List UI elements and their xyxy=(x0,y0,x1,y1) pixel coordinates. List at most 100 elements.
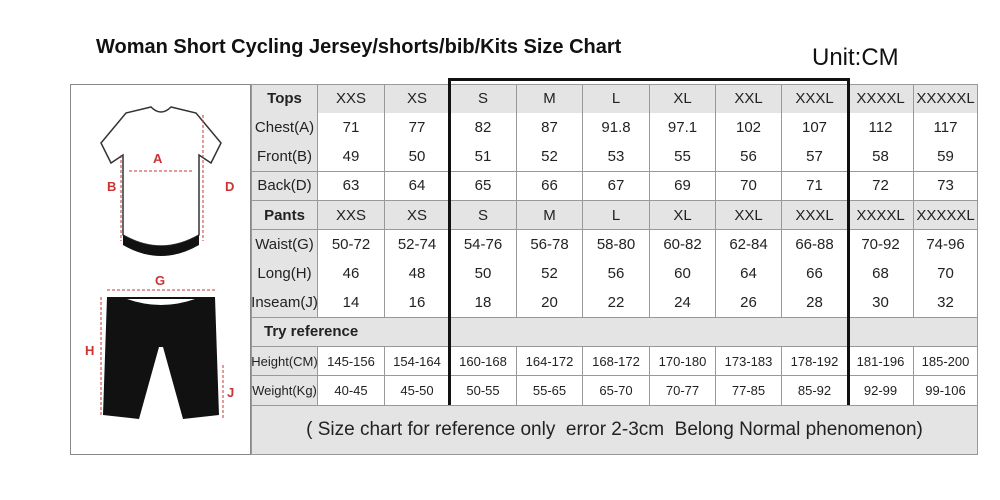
cell: 77-85 xyxy=(716,376,782,406)
cell: 160-168 xyxy=(450,346,517,377)
cell: 65-70 xyxy=(583,376,650,406)
cell: 18 xyxy=(450,288,517,319)
cell: 59 xyxy=(914,142,978,173)
shorts-waist xyxy=(127,299,195,305)
cell: 73 xyxy=(914,171,978,202)
jersey-hem xyxy=(123,235,199,256)
cell: 74-96 xyxy=(914,230,978,260)
cell: 97.1 xyxy=(650,113,716,143)
row-label: Inseam(J) xyxy=(251,288,318,319)
row-label: Long(H) xyxy=(251,259,318,289)
cell: 170-180 xyxy=(650,346,716,377)
cell: 181-196 xyxy=(848,346,914,377)
cell: 26 xyxy=(716,288,782,319)
cell: 82 xyxy=(450,113,517,143)
cell: 66-88 xyxy=(782,230,848,260)
cell: 77 xyxy=(385,113,450,143)
cell: S xyxy=(450,84,517,114)
cell: 85-92 xyxy=(782,376,848,406)
cell: 54-76 xyxy=(450,230,517,260)
cell: 50-72 xyxy=(318,230,385,260)
cell: 65 xyxy=(450,171,517,202)
cell: XS xyxy=(385,200,450,231)
cell: 64 xyxy=(716,259,782,289)
cell: 50-55 xyxy=(450,376,517,406)
cell: 178-192 xyxy=(782,346,848,377)
cell: 70-92 xyxy=(848,230,914,260)
cell: 48 xyxy=(385,259,450,289)
cell: 58 xyxy=(848,142,914,173)
cell: XXXXXL xyxy=(914,200,978,231)
diagram-label: D xyxy=(225,179,234,194)
cell: XXS xyxy=(318,200,385,231)
cell: 68 xyxy=(848,259,914,289)
cell: 64 xyxy=(385,171,450,202)
cell: XXXXL xyxy=(848,200,914,231)
cell: 22 xyxy=(583,288,650,319)
cell: 154-164 xyxy=(385,346,450,377)
diagram-label: A xyxy=(153,151,163,166)
cell: 102 xyxy=(716,113,782,143)
cell: 91.8 xyxy=(583,113,650,143)
cell: 28 xyxy=(782,288,848,319)
cell: 70-77 xyxy=(650,376,716,406)
row-label: Front(B) xyxy=(251,142,318,173)
cell: 40-45 xyxy=(318,376,385,406)
cell: 66 xyxy=(517,171,583,202)
row-label: Pants xyxy=(251,200,318,231)
cell: 56 xyxy=(716,142,782,173)
cell: 87 xyxy=(517,113,583,143)
cell: XL xyxy=(650,84,716,114)
row-label: Weight(Kg) xyxy=(251,376,318,406)
diagram-panel: A B D G H J xyxy=(70,84,251,455)
cell: 46 xyxy=(318,259,385,289)
cell: 164-172 xyxy=(517,346,583,377)
row-label: Back(D) xyxy=(251,171,318,202)
row-label: Waist(G) xyxy=(251,230,318,260)
note: ( Size chart for reference only error 2-… xyxy=(251,405,978,455)
cell: 55-65 xyxy=(517,376,583,406)
diagram-label: H xyxy=(85,343,94,358)
cell: 14 xyxy=(318,288,385,319)
cell: 71 xyxy=(782,171,848,202)
cell: XXL xyxy=(716,200,782,231)
cell: XS xyxy=(385,84,450,114)
cell: 24 xyxy=(650,288,716,319)
cell: 51 xyxy=(450,142,517,173)
cell: 112 xyxy=(848,113,914,143)
cell: XXXXL xyxy=(848,84,914,114)
cell: 92-99 xyxy=(848,376,914,406)
cell: L xyxy=(583,200,650,231)
cell: S xyxy=(450,200,517,231)
cell: 145-156 xyxy=(318,346,385,377)
cell: 57 xyxy=(782,142,848,173)
cell: M xyxy=(517,200,583,231)
cell: 62-84 xyxy=(716,230,782,260)
diagram: A B D G H J xyxy=(85,106,234,419)
cell: 60 xyxy=(650,259,716,289)
cell: 58-80 xyxy=(583,230,650,260)
unit: Unit:CM xyxy=(812,44,899,71)
cell: 99-106 xyxy=(914,376,978,406)
cell: 63 xyxy=(318,171,385,202)
cell: L xyxy=(583,84,650,114)
cell: 173-183 xyxy=(716,346,782,377)
cell: 55 xyxy=(650,142,716,173)
cell: 52-74 xyxy=(385,230,450,260)
cell: 56-78 xyxy=(517,230,583,260)
shorts xyxy=(103,297,219,419)
cell: 50 xyxy=(385,142,450,173)
cell: 30 xyxy=(848,288,914,319)
cell: 107 xyxy=(782,113,848,143)
cell: XXL xyxy=(716,84,782,114)
cell: 52 xyxy=(517,142,583,173)
cell: 168-172 xyxy=(583,346,650,377)
cell: XL xyxy=(650,200,716,231)
cell: 185-200 xyxy=(914,346,978,377)
cell: XXS xyxy=(318,84,385,114)
row-label: Try reference xyxy=(251,317,978,348)
row-label: Chest(A) xyxy=(251,113,318,143)
cell: 70 xyxy=(716,171,782,202)
cell: XXXL xyxy=(782,200,848,231)
cell: 20 xyxy=(517,288,583,319)
